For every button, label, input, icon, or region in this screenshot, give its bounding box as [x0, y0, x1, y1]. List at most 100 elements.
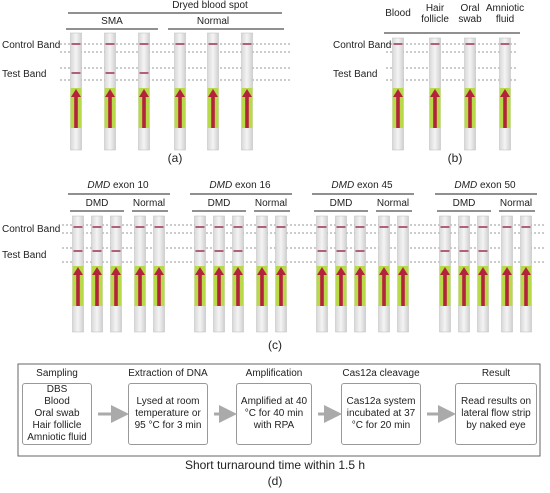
control-band — [208, 43, 218, 45]
control-band — [92, 226, 102, 228]
arrow-shaft — [433, 95, 437, 128]
test-band — [440, 250, 450, 252]
control-band — [379, 226, 389, 228]
arrow-shaft — [443, 273, 447, 306]
arrow-shaft — [320, 273, 324, 306]
arrow-head — [208, 89, 218, 97]
test-band — [139, 72, 149, 74]
arrow-head — [317, 267, 327, 275]
group-label: DMD — [207, 198, 231, 209]
target-label: DMD exon 50 — [454, 180, 515, 191]
target-label: DMD exon 16 — [209, 180, 270, 191]
test-band — [478, 250, 488, 252]
band-label: Test Band — [333, 69, 378, 80]
step-box: Lysed at room temperature or 95 °C for 3… — [128, 383, 208, 445]
arrow-shaft — [76, 273, 80, 306]
control-band — [502, 226, 512, 228]
arrow-head — [521, 267, 531, 275]
exon: exon 45 — [356, 180, 393, 191]
control-band — [398, 226, 408, 228]
control-band — [440, 226, 450, 228]
arrow-head — [105, 89, 115, 97]
control-band — [111, 226, 121, 228]
arrow-head — [430, 89, 440, 97]
control-band — [154, 226, 164, 228]
arrow-head — [139, 89, 149, 97]
arrow-shaft — [245, 95, 249, 128]
test-band — [111, 250, 121, 252]
step-box: DBS Blood Oral swab Hair follicle Amniotic f… — [22, 383, 92, 445]
arrow-head — [459, 267, 469, 275]
step-line: Amniotic fluid — [27, 432, 87, 443]
step-title: Amplification — [245, 368, 303, 379]
arrow-shaft — [505, 273, 509, 306]
test-band — [233, 250, 243, 252]
group-label: Normal — [499, 198, 533, 209]
step-box: Cas12a system incubated at 37 °C for 20 … — [341, 383, 421, 445]
step-title: Sampling — [36, 368, 78, 379]
step-line: Blood — [44, 396, 70, 407]
gene: DMD — [454, 180, 478, 191]
band-label: Test Band — [2, 250, 47, 261]
group-label: Normal — [376, 198, 410, 209]
gene: DMD — [209, 180, 233, 191]
control-band — [135, 226, 145, 228]
arrow-head — [195, 267, 205, 275]
band-label: Test Band — [2, 69, 47, 80]
step-line: DBS — [46, 384, 68, 395]
arrow-shaft — [74, 95, 78, 128]
group-label: Normal — [132, 198, 166, 209]
sample-label: Blood — [385, 8, 411, 19]
arrow-head — [135, 267, 145, 275]
sample-label: Amniotic fluid — [485, 3, 525, 25]
arrow-head — [154, 267, 164, 275]
control-band — [276, 226, 286, 228]
sample-label: Oral swab — [458, 3, 482, 25]
control-band — [105, 43, 115, 45]
sample-label: Hair follicle — [421, 3, 449, 25]
arrow-head — [257, 267, 267, 275]
arrow-shaft — [178, 95, 182, 128]
control-band — [242, 43, 252, 45]
control-band — [500, 43, 510, 45]
control-band — [393, 43, 403, 45]
step-box: Amplified at 40 °C for 40 min with RPA — [236, 383, 312, 445]
arrow-shaft — [198, 273, 202, 306]
arrow-shaft — [396, 95, 400, 128]
control-band — [317, 226, 327, 228]
step-box: Read results on lateral flow strip by na… — [455, 383, 537, 445]
arrow-head — [393, 89, 403, 97]
control-band — [233, 226, 243, 228]
arrow-shaft — [95, 273, 99, 306]
arrow-shaft — [481, 273, 485, 306]
arrow-shaft — [114, 273, 118, 306]
arrow-head — [398, 267, 408, 275]
step-line: Hair follicle — [32, 420, 82, 431]
arrow-head — [73, 267, 83, 275]
step-title: Cas12a cleavage — [342, 368, 420, 379]
group-label: DMD — [452, 198, 476, 209]
panel-label: (b) — [447, 151, 463, 165]
arrow-head — [111, 267, 121, 275]
arrow-shaft — [358, 273, 362, 306]
group-label: Normal — [254, 198, 288, 209]
arrow-head — [355, 267, 365, 275]
test-band — [317, 250, 327, 252]
control-band — [71, 43, 81, 45]
arrow-shaft — [339, 273, 343, 306]
exon: exon 16 — [234, 180, 271, 191]
control-band — [195, 226, 205, 228]
step-title: Result — [481, 368, 511, 379]
arrow-head — [71, 89, 81, 97]
control-band — [459, 226, 469, 228]
control-band — [214, 226, 224, 228]
test-band — [73, 250, 83, 252]
arrow-shaft — [142, 95, 146, 128]
control-band — [73, 226, 83, 228]
target-label: DMD exon 45 — [331, 180, 392, 191]
control-band — [521, 226, 531, 228]
arrow-shaft — [108, 95, 112, 128]
band-label: Control Band — [333, 40, 392, 51]
